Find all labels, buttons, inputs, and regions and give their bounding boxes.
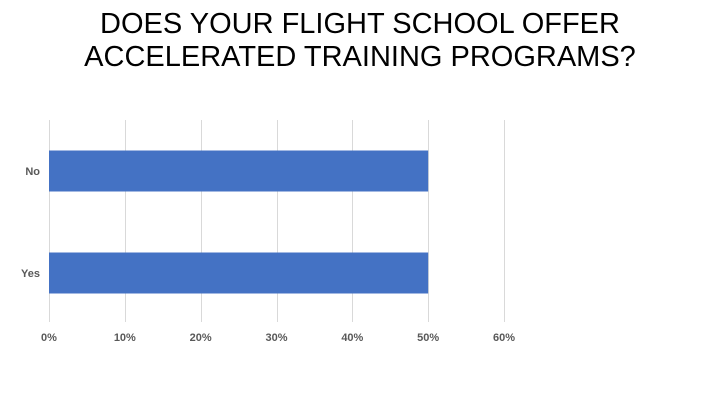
bars (49, 150, 429, 294)
x-tick-label: 0% (41, 332, 57, 344)
x-tick-label: 30% (265, 332, 287, 344)
chart-title: DOES YOUR FLIGHT SCHOOL OFFER ACCELERATE… (0, 8, 720, 74)
chart-title-line-2: ACCELERATED TRAINING PROGRAMS? (84, 41, 636, 73)
x-tick-label: 50% (417, 332, 439, 344)
category-labels: No Yes (21, 166, 40, 280)
bar-yes (49, 252, 429, 294)
x-axis-tick-labels: 0% 10% 20% 30% 40% 50% 60% (41, 332, 515, 344)
x-tick-label: 40% (341, 332, 363, 344)
bar-no (49, 150, 429, 192)
category-label: No (25, 166, 40, 178)
chart-title-line-1: DOES YOUR FLIGHT SCHOOL OFFER (100, 8, 620, 40)
x-tick-label: 60% (493, 332, 515, 344)
x-tick-label: 20% (190, 332, 212, 344)
x-tick-label: 10% (114, 332, 136, 344)
category-label: Yes (21, 268, 40, 280)
